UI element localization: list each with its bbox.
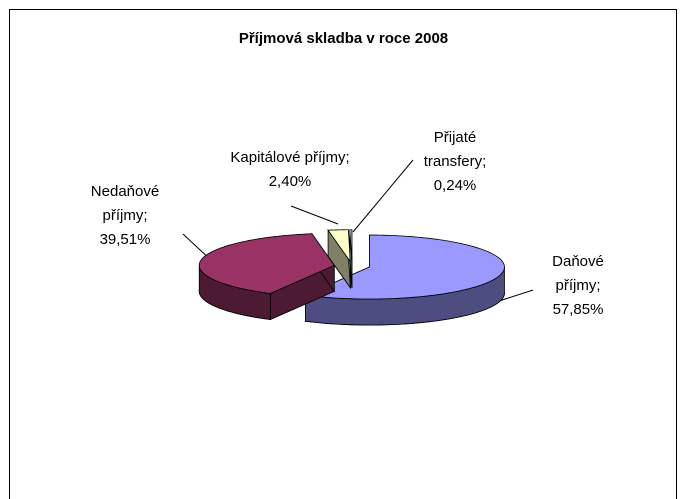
category-label: Daňové příjmy; — [552, 253, 604, 294]
page: Příjmová skladba v roce 2008 Daňové příj… — [9, 9, 677, 499]
slice-top — [327, 229, 351, 264]
category-label: Nedaňové příjmy; — [90, 183, 160, 224]
value-label: 0,24% — [433, 177, 477, 194]
value-label: 39,51% — [99, 231, 151, 248]
chart — [182, 159, 534, 326]
slice-top — [349, 229, 353, 262]
slice-top — [198, 233, 335, 294]
pie-slice — [198, 232, 335, 321]
pie-slice — [327, 228, 351, 290]
category-label: Přijaté transfery; — [423, 129, 487, 170]
data-label: Přijaté transfery; 0,24% — [405, 126, 505, 198]
pie-slice — [349, 229, 353, 288]
value-label: 2,40% — [268, 173, 312, 190]
leader-line — [352, 159, 414, 233]
data-label: Daňové příjmy; 57,85% — [528, 250, 628, 322]
category-label: Kapitálové příjmy; — [230, 149, 350, 166]
value-label: 57,85% — [552, 301, 604, 318]
chart-frame — [9, 9, 677, 499]
leader-line — [290, 205, 339, 225]
data-label: Kapitálové příjmy; 2,40% — [228, 146, 352, 194]
chart-title: Příjmová skladba v roce 2008 — [238, 30, 449, 47]
slice-top — [304, 234, 505, 300]
data-label: Nedaňové příjmy; 39,51% — [75, 180, 175, 252]
